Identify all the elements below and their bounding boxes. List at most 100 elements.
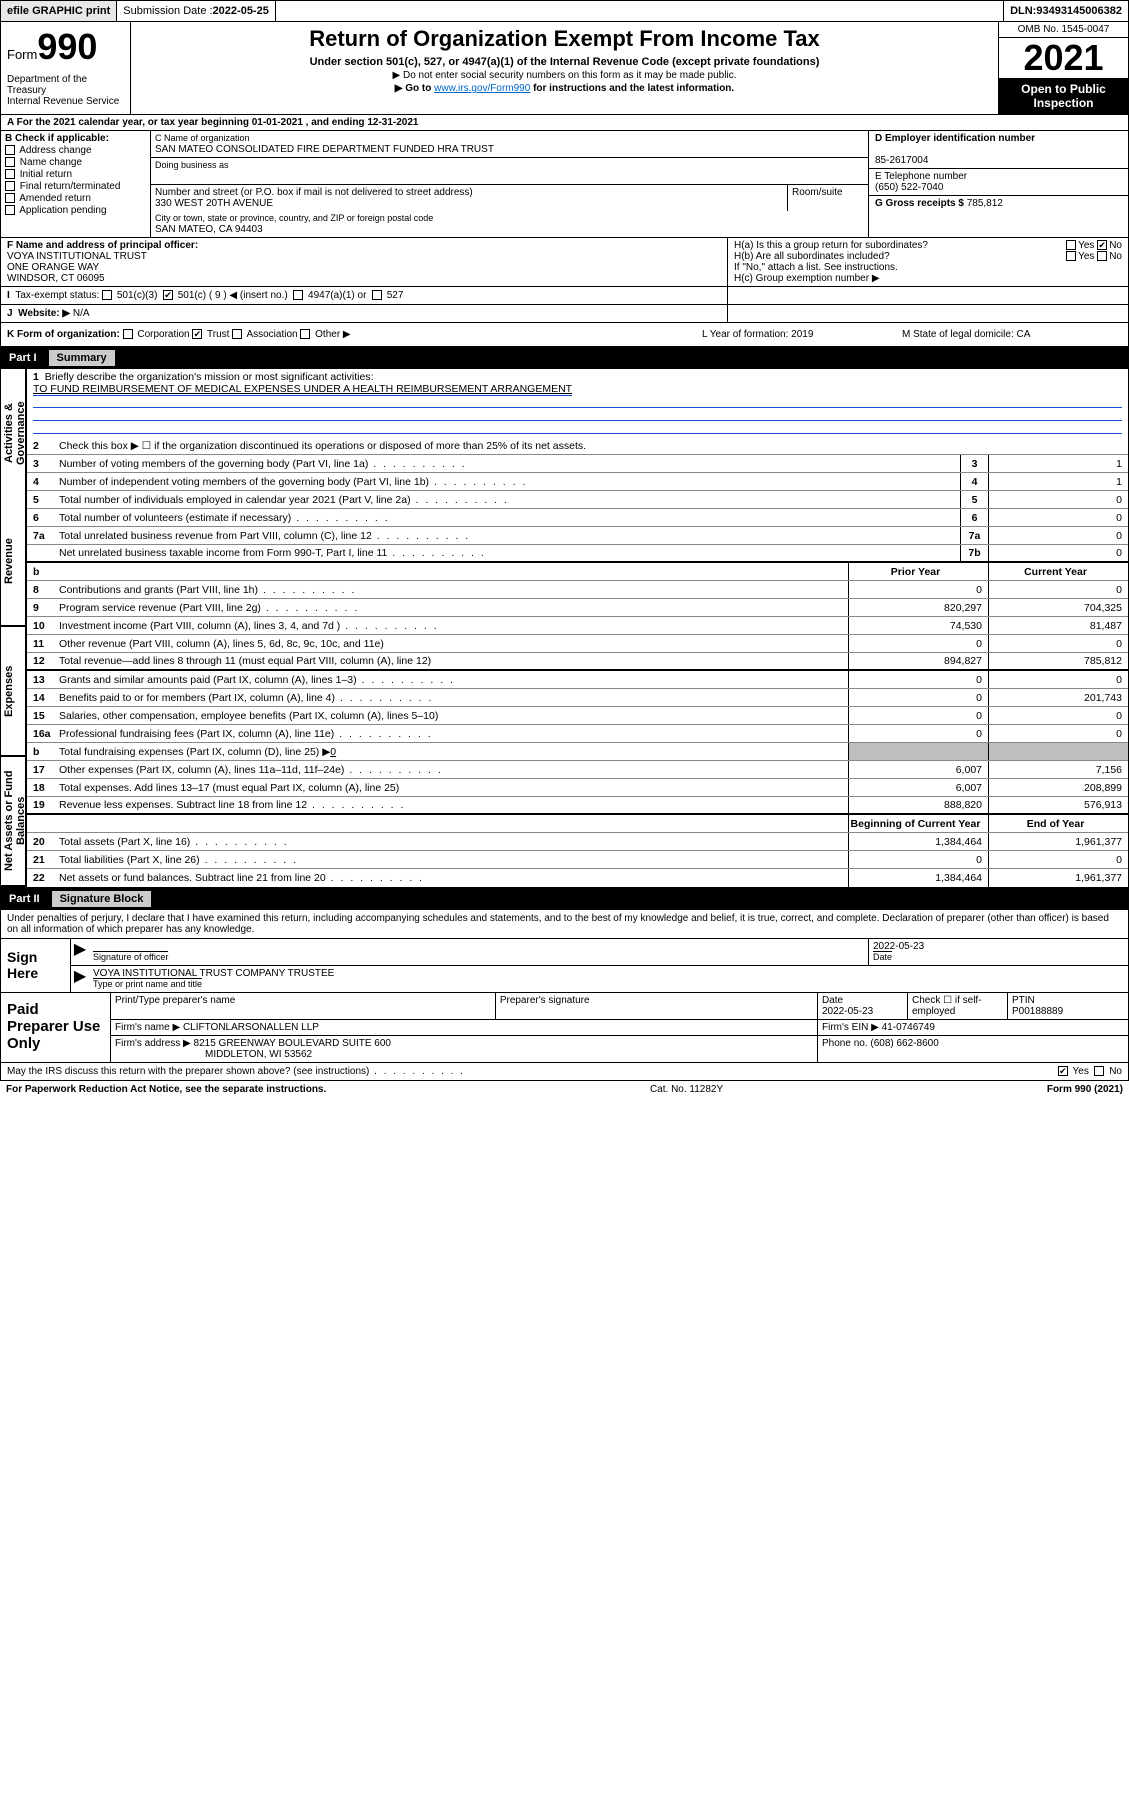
chk-501c[interactable]: [163, 290, 173, 300]
irs-link[interactable]: www.irs.gov/Form990: [434, 83, 530, 94]
val-21p: 0: [848, 851, 988, 868]
val-17p: 6,007: [848, 761, 988, 778]
val-20p: 1,384,464: [848, 833, 988, 850]
state-domicile: M State of legal domicile: CA: [902, 329, 1122, 340]
val-10c: 81,487: [988, 617, 1128, 634]
val-15p: 0: [848, 707, 988, 724]
chk-assoc[interactable]: [232, 329, 242, 339]
part-1-header: Part I Summary: [0, 347, 1129, 369]
block-bcd: B Check if applicable: Address change Na…: [0, 131, 1129, 238]
val-3: 1: [988, 455, 1128, 472]
sign-arrow-icon: ▶: [71, 939, 89, 965]
val-18p: 6,007: [848, 779, 988, 796]
chk-initial-return[interactable]: [5, 169, 15, 179]
col-c-org-info: C Name of organizationSAN MATEO CONSOLID…: [151, 131, 868, 237]
chk-final-return[interactable]: [5, 181, 15, 191]
val-20c: 1,961,377: [988, 833, 1128, 850]
dln: DLN: 93493145006382: [1003, 1, 1128, 21]
prep-date: 2022-05-23: [822, 1006, 873, 1017]
val-15c: 0: [988, 707, 1128, 724]
val-6: 0: [988, 509, 1128, 526]
val-7a: 0: [988, 527, 1128, 544]
org-name: SAN MATEO CONSOLIDATED FIRE DEPARTMENT F…: [155, 144, 494, 155]
form-title: Return of Organization Exempt From Incom…: [139, 26, 990, 52]
val-16ap: 0: [848, 725, 988, 742]
val-8c: 0: [988, 581, 1128, 598]
val-9p: 820,297: [848, 599, 988, 616]
chk-may-no[interactable]: [1094, 1066, 1104, 1076]
chk-other[interactable]: [300, 329, 310, 339]
val-8p: 0: [848, 581, 988, 598]
val-17c: 7,156: [988, 761, 1128, 778]
form-note-1: ▶ Do not enter social security numbers o…: [139, 70, 990, 81]
topbar: efile GRAPHIC print Submission Date : 20…: [0, 0, 1129, 22]
ptin: P00188889: [1012, 1006, 1063, 1017]
val-11p: 0: [848, 635, 988, 652]
val-19c: 576,913: [988, 797, 1128, 813]
omb-number: OMB No. 1545-0047: [999, 22, 1128, 38]
val-16b-grey2: [988, 743, 1128, 760]
gross-receipts: 785,812: [967, 198, 1003, 209]
chk-amended-return[interactable]: [5, 193, 15, 203]
paid-preparer-block: Paid Preparer Use Only Print/Type prepar…: [0, 993, 1129, 1063]
val-18c: 208,899: [988, 779, 1128, 796]
val-21c: 0: [988, 851, 1128, 868]
row-k-form-org: K Form of organization: Corporation Trus…: [0, 323, 1129, 347]
page-footer: For Paperwork Reduction Act Notice, see …: [0, 1081, 1129, 1098]
val-14p: 0: [848, 689, 988, 706]
mission-text: TO FUND REIMBURSEMENT OF MEDICAL EXPENSE…: [33, 383, 572, 396]
sign-here-block: Sign Here ▶ Signature of officer 2022-05…: [0, 939, 1129, 993]
val-12p: 894,827: [848, 653, 988, 669]
row-a-tax-year: A For the 2021 calendar year, or tax yea…: [0, 115, 1129, 131]
chk-application-pending[interactable]: [5, 205, 15, 215]
col-d-ids: D Employer identification number85-26170…: [868, 131, 1128, 237]
chk-ha-yes[interactable]: [1066, 240, 1076, 250]
val-19p: 888,820: [848, 797, 988, 813]
val-13c: 0: [988, 671, 1128, 688]
val-5: 0: [988, 491, 1128, 508]
form-subtitle: Under section 501(c), 527, or 4947(a)(1)…: [139, 56, 990, 68]
dept-label: Department of the Treasury Internal Reve…: [7, 74, 124, 107]
chk-hb-yes[interactable]: [1066, 251, 1076, 261]
val-12c: 785,812: [988, 653, 1128, 669]
row-i-tax-status: I Tax-exempt status: 501(c)(3) 501(c) ( …: [0, 287, 1129, 305]
may-discuss-row: May the IRS discuss this return with the…: [0, 1063, 1129, 1081]
phone: (650) 522-7040: [875, 182, 943, 193]
val-13p: 0: [848, 671, 988, 688]
chk-may-yes[interactable]: [1058, 1066, 1068, 1076]
row-j-website: J Website: ▶ N/A: [0, 305, 1129, 323]
year-formation: L Year of formation: 2019: [702, 329, 902, 340]
form-number: Form990: [7, 26, 124, 68]
chk-501c3[interactable]: [102, 290, 112, 300]
row-fh: F Name and address of principal officer:…: [0, 238, 1129, 287]
open-inspection: Open to Public Inspection: [999, 78, 1128, 114]
firm-name: CLIFTONLARSONALLEN LLP: [183, 1022, 319, 1033]
firm-address: 8215 GREENWAY BOULEVARD SUITE 600: [194, 1038, 391, 1049]
chk-527[interactable]: [372, 290, 382, 300]
val-22p: 1,384,464: [848, 869, 988, 887]
org-street: 330 WEST 20TH AVENUE: [155, 198, 273, 209]
chk-trust[interactable]: [192, 329, 202, 339]
chk-4947[interactable]: [293, 290, 303, 300]
val-14c: 201,743: [988, 689, 1128, 706]
val-16b-grey1: [848, 743, 988, 760]
chk-address-change[interactable]: [5, 145, 15, 155]
ein: 85-2617004: [875, 155, 928, 166]
chk-corp[interactable]: [123, 329, 133, 339]
val-22c: 1,961,377: [988, 869, 1128, 887]
efile-print-button[interactable]: efile GRAPHIC print: [1, 1, 117, 21]
val-11c: 0: [988, 635, 1128, 652]
sign-arrow-icon-2: ▶: [71, 966, 89, 992]
chk-name-change[interactable]: [5, 157, 15, 167]
col-b-checkboxes: B Check if applicable: Address change Na…: [1, 131, 151, 237]
signature-intro: Under penalties of perjury, I declare th…: [0, 910, 1129, 939]
chk-ha-no[interactable]: [1097, 240, 1107, 250]
val-4: 1: [988, 473, 1128, 490]
form-header: Form990 Department of the Treasury Inter…: [0, 22, 1129, 115]
vertical-tabs: Activities & Governance Revenue Expenses…: [1, 369, 27, 887]
tax-year: 2021: [999, 38, 1128, 78]
firm-phone: (608) 662-8600: [870, 1038, 938, 1049]
val-9c: 704,325: [988, 599, 1128, 616]
officer-name: VOYA INSTITUTIONAL TRUST: [7, 251, 147, 262]
chk-hb-no[interactable]: [1097, 251, 1107, 261]
